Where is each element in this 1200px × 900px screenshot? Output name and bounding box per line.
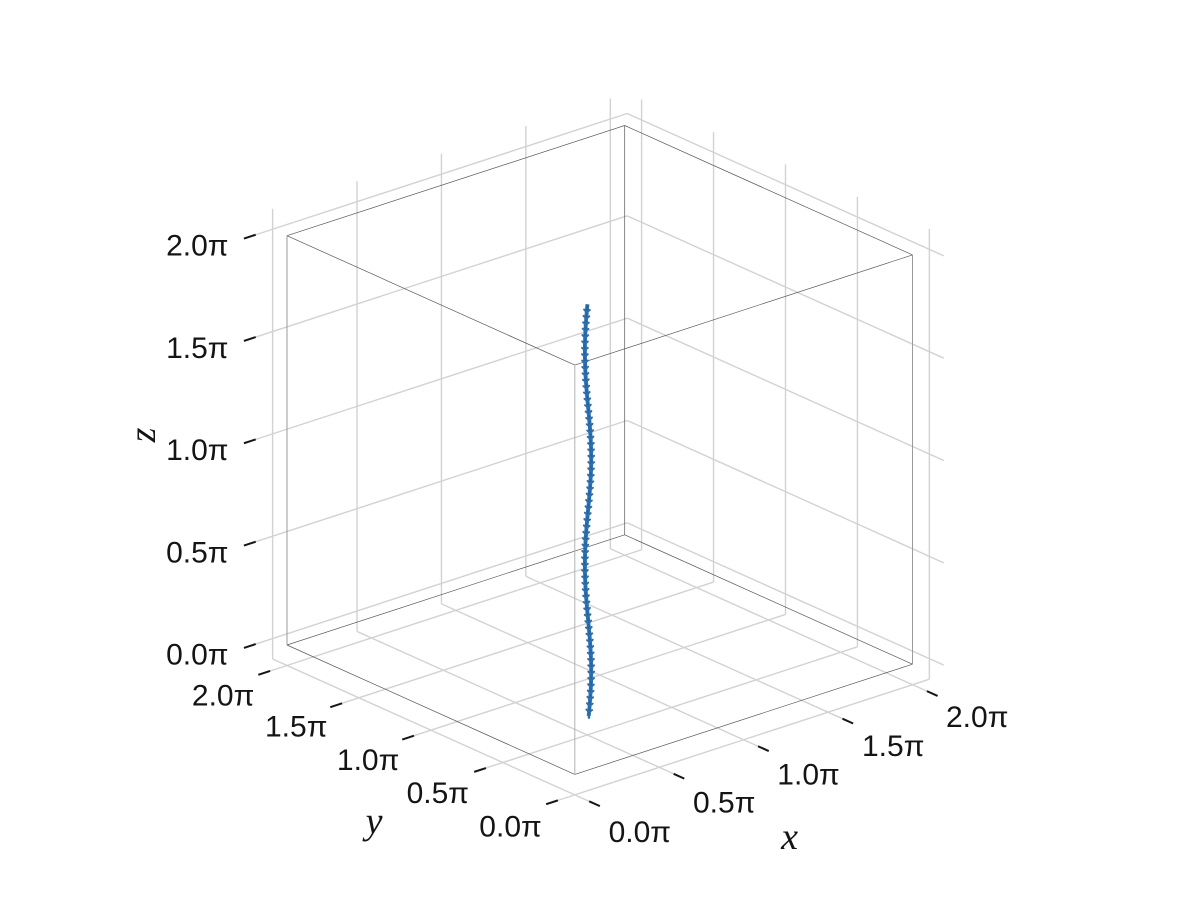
svg-text:x: x <box>780 816 798 858</box>
svg-text:1.5π: 1.5π <box>166 332 228 365</box>
svg-text:0.0π: 0.0π <box>166 639 228 672</box>
svg-text:1.5π: 1.5π <box>862 730 924 763</box>
svg-text:0.5π: 0.5π <box>407 777 469 810</box>
svg-text:1.0π: 1.0π <box>777 759 839 792</box>
svg-text:y: y <box>362 801 383 843</box>
svg-text:0.0π: 0.0π <box>609 816 671 849</box>
svg-text:1.0π: 1.0π <box>166 434 228 467</box>
svg-text:2.0π: 2.0π <box>192 680 254 713</box>
svg-text:z: z <box>122 427 164 443</box>
svg-text:0.0π: 0.0π <box>479 810 541 843</box>
svg-text:0.5π: 0.5π <box>166 536 228 569</box>
svg-text:1.5π: 1.5π <box>265 710 327 743</box>
svg-text:0.5π: 0.5π <box>693 786 755 819</box>
svg-text:2.0π: 2.0π <box>946 701 1008 734</box>
svg-text:2.0π: 2.0π <box>166 229 228 262</box>
svg-text:1.0π: 1.0π <box>337 744 399 777</box>
